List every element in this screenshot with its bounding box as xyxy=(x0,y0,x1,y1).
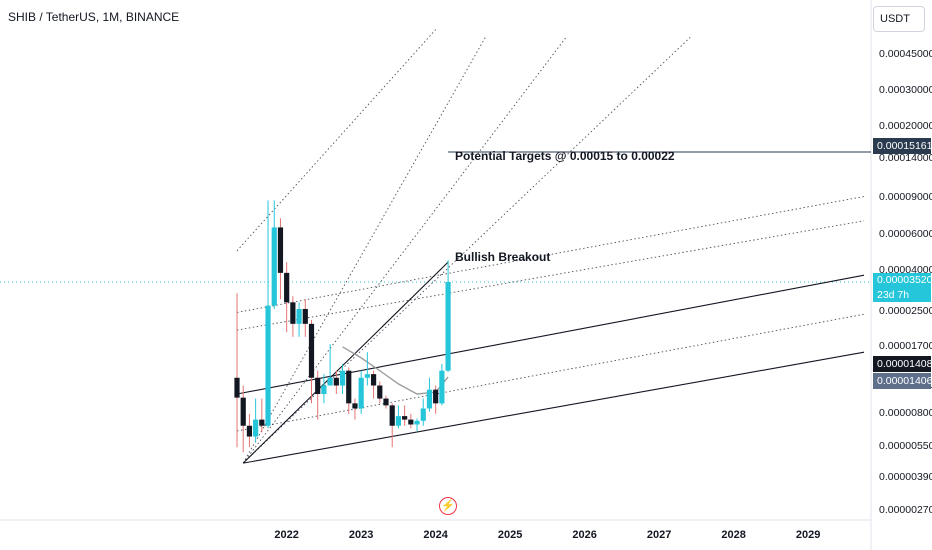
candle-body-26 xyxy=(395,416,402,426)
bar-countdown-tag: 23d 7h xyxy=(873,288,931,302)
moving-average-line xyxy=(342,346,449,395)
candle-body-22 xyxy=(370,374,377,386)
current-price-tag: 0.00003520 xyxy=(873,273,932,288)
y-tick-label: 0.00001700 xyxy=(879,339,932,352)
candle-body-3 xyxy=(253,419,259,437)
candle-body-31 xyxy=(426,389,433,409)
x-tick-label: 2028 xyxy=(721,529,746,541)
candle-body-12 xyxy=(308,323,315,378)
candle-body-20 xyxy=(358,377,364,409)
candle-body-10 xyxy=(296,308,302,324)
y-tick-label: 0.00009000 xyxy=(879,191,932,204)
candle-body-6 xyxy=(271,227,277,306)
candle-body-4 xyxy=(259,419,265,426)
y-tick-label: 0.00002500 xyxy=(879,305,932,318)
candle-body-25 xyxy=(389,405,395,426)
candle-body-19 xyxy=(352,403,358,409)
y-tick-label: 0.00004000 xyxy=(879,263,932,276)
y-tick-label: 0.00006000 xyxy=(879,227,932,240)
y-tick-label: 0.00030000 xyxy=(879,84,932,97)
y-tick-label: 0.00000800 xyxy=(879,406,932,419)
breakout-annotation[interactable]: Bullish Breakout xyxy=(455,250,551,264)
candle-body-32 xyxy=(433,389,439,404)
candle-body-18 xyxy=(346,370,352,404)
trend-line-2 xyxy=(242,261,449,464)
x-tick-label: 2023 xyxy=(348,529,374,541)
target-price-tag: 0.00015161 xyxy=(873,138,932,154)
candle-body-34 xyxy=(445,282,451,371)
trend-line-1 xyxy=(243,351,865,464)
y-tick-label: 0.00014000 xyxy=(879,152,932,165)
candle-body-33 xyxy=(439,370,445,404)
ma-price-tag: 0.00001408 xyxy=(873,356,932,372)
candle-body-7 xyxy=(277,227,284,273)
currency-selector[interactable]: USDT xyxy=(873,6,925,32)
x-tick-label: 2025 xyxy=(497,529,523,541)
trend-line-3 xyxy=(236,196,865,313)
trend-line-8 xyxy=(242,37,567,464)
candle-body-0 xyxy=(234,377,240,398)
ma-price-tag-secondary: 0.00001406 xyxy=(873,373,932,389)
trend-line-9 xyxy=(242,37,691,464)
targets-annotation[interactable]: Potential Targets @ 0.00015 to 0.00022 xyxy=(455,149,675,163)
candle-body-28 xyxy=(408,419,414,425)
candle-body-5 xyxy=(265,305,271,426)
candle-body-21 xyxy=(364,374,370,378)
y-tick-label: 0.00045000 xyxy=(879,48,932,61)
candle-body-16 xyxy=(333,377,339,386)
candle-body-27 xyxy=(402,416,408,420)
candle-body-14 xyxy=(321,385,327,394)
candle-body-15 xyxy=(327,377,333,386)
candle-body-30 xyxy=(420,408,426,421)
candle-body-24 xyxy=(383,398,389,406)
candle-body-1 xyxy=(240,397,246,426)
candle-body-9 xyxy=(290,302,296,324)
x-tick-label: 2027 xyxy=(646,529,672,541)
trend-line-7 xyxy=(242,37,486,464)
lightning-icon[interactable]: ⚡ xyxy=(439,497,457,515)
y-tick-label: 0.00000390 xyxy=(879,470,932,483)
symbol-title: SHIB / TetherUS, 1M, BINANCE xyxy=(8,10,180,24)
candle-body-11 xyxy=(302,308,308,324)
y-tick-label: 0.00000270 xyxy=(879,503,932,516)
candle-body-17 xyxy=(339,370,346,386)
x-tick-label: 2022 xyxy=(274,529,299,541)
y-tick-label: 0.00020000 xyxy=(879,120,932,133)
candle-body-23 xyxy=(377,385,383,399)
candle-body-13 xyxy=(315,377,321,394)
trend-line-5 xyxy=(236,313,865,432)
candle-body-29 xyxy=(414,420,420,425)
y-tick-label: 0.00000550 xyxy=(879,440,932,453)
trend-line-4 xyxy=(236,220,865,331)
x-tick-label: 2026 xyxy=(572,529,597,541)
trend-line-6 xyxy=(236,29,437,252)
candle-body-2 xyxy=(246,425,253,437)
x-tick-label: 2029 xyxy=(795,529,821,541)
x-tick-label: 2024 xyxy=(423,529,448,541)
candle-body-8 xyxy=(284,272,290,303)
